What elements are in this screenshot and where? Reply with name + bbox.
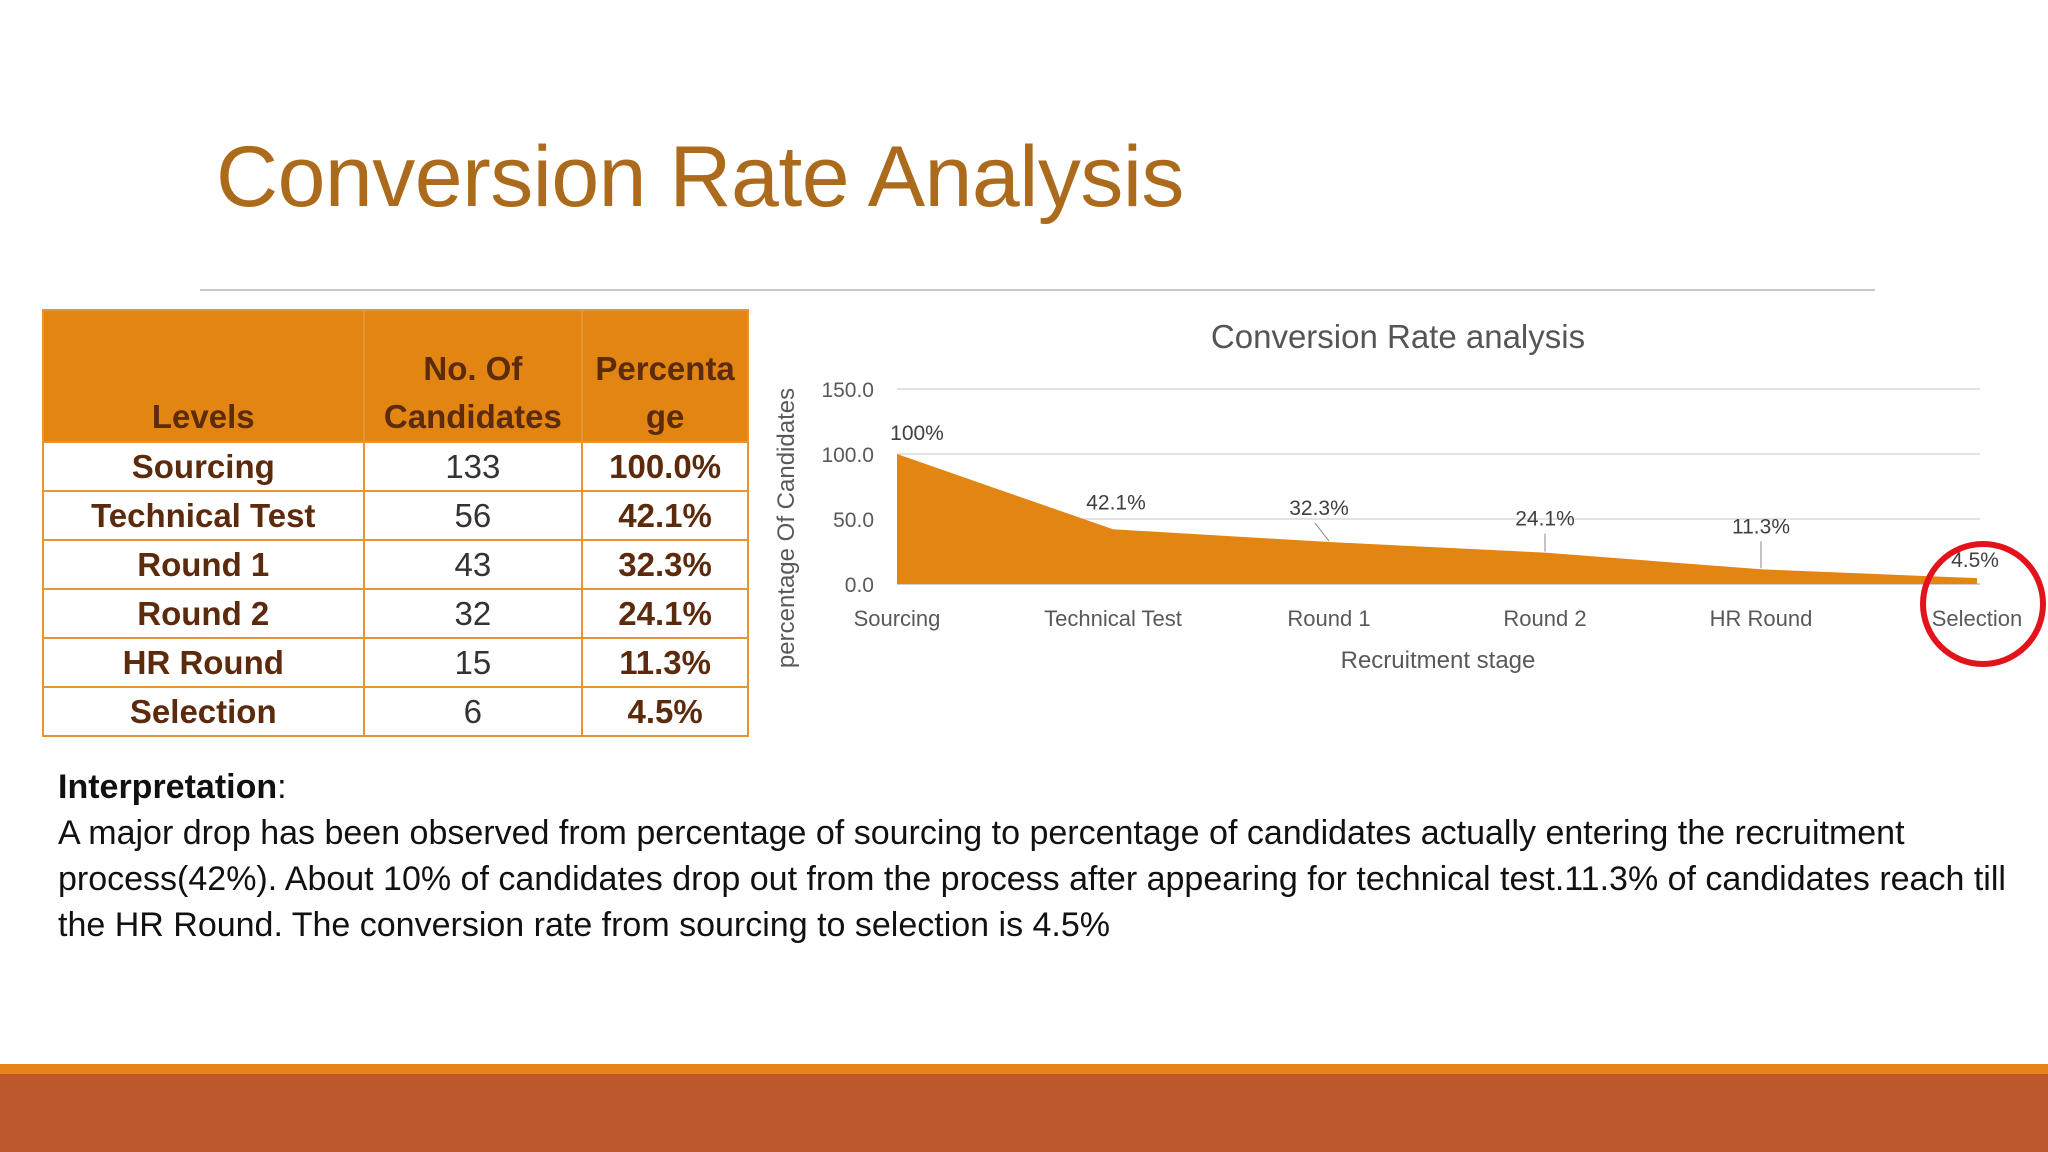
highlight-layer <box>1920 541 2046 667</box>
interpretation-body: A major drop has been observed from perc… <box>58 814 2006 944</box>
slide-title: Conversion Rate Analysis <box>216 129 1184 225</box>
level-cell: Round 1 <box>42 539 365 590</box>
level-cell: Round 2 <box>42 588 365 639</box>
interpretation-heading: Interpretation <box>58 768 278 806</box>
percentage-cell: 42.1% <box>581 490 749 541</box>
footer-accent-line <box>0 1064 2048 1074</box>
count-cell: 32 <box>362 588 584 639</box>
header-percentage-line1: Percenta <box>595 350 735 387</box>
highlight-circle <box>1920 541 2046 667</box>
header-percentage: Percenta ge <box>581 309 749 443</box>
level-cell: Selection <box>42 686 365 737</box>
interpretation-heading-line: Interpretation: <box>58 764 2018 810</box>
x-tick-label: Selection <box>1932 606 2023 631</box>
table-header-row: Levels No. Of Candidates Percenta ge <box>42 309 749 443</box>
count-cell: 6 <box>362 686 584 737</box>
chart-area-layer <box>897 454 1977 584</box>
conversion-chart-svg: Conversion Rate analysis 0.0 50.0 100.0 150… <box>773 318 2046 674</box>
conversion-chart: Conversion Rate analysis 0.0 50.0 100.0 150… <box>760 300 2048 720</box>
x-tick-label: Round 2 <box>1503 606 1586 631</box>
y-axis-label: percentage Of Candidates <box>773 388 800 668</box>
x-tick-label: Sourcing <box>854 606 941 631</box>
table-row: HR Round 15 11.3% <box>42 637 749 688</box>
y-tick-label: 0.0 <box>845 574 874 597</box>
percentage-cell: 11.3% <box>581 637 749 688</box>
y-tick-label: 50.0 <box>833 509 874 532</box>
count-cell: 56 <box>362 490 584 541</box>
data-label-leader <box>1314 522 1330 542</box>
table-row: Selection 6 4.5% <box>42 686 749 737</box>
header-levels-text: Levels <box>151 398 255 435</box>
y-tick-labels: 0.0 50.0 100.0 150.0 <box>821 379 874 597</box>
x-tick-label: Technical Test <box>1044 606 1182 631</box>
footer-band <box>0 1074 2048 1152</box>
count-cell: 133 <box>362 441 584 492</box>
data-labels: 100% 42.1% 32.3% 24.1% 11.3% 4.5% <box>890 422 1999 572</box>
interpretation-block: Interpretation: A major drop has been ob… <box>58 764 2018 948</box>
count-cell: 43 <box>362 539 584 590</box>
x-tick-label: Round 1 <box>1287 606 1370 631</box>
table-row: Technical Test 56 42.1% <box>42 490 749 541</box>
x-axis-label: Recruitment stage <box>1341 647 1536 674</box>
data-label: 100% <box>890 422 944 445</box>
header-levels: Levels <box>42 309 365 443</box>
y-tick-label: 150.0 <box>821 379 874 402</box>
level-cell: Technical Test <box>42 490 365 541</box>
header-candidates: No. Of Candidates <box>362 309 584 443</box>
percentage-cell: 100.0% <box>581 441 749 492</box>
y-tick-label: 100.0 <box>821 444 874 467</box>
x-tick-label: HR Round <box>1710 606 1813 631</box>
header-percentage-line2: ge <box>645 398 685 435</box>
percentage-cell: 32.3% <box>581 539 749 590</box>
chart-title: Conversion Rate analysis <box>1211 318 1585 355</box>
count-cell: 15 <box>362 637 584 688</box>
percentage-cell: 4.5% <box>581 686 749 737</box>
table-row: Sourcing 133 100.0% <box>42 441 749 492</box>
table-row: Round 2 32 24.1% <box>42 588 749 639</box>
data-label: 32.3% <box>1289 497 1349 520</box>
data-label: 24.1% <box>1515 508 1575 531</box>
header-candidates-line2: Candidates <box>383 398 562 435</box>
area-series <box>897 454 1977 584</box>
x-tick-labels: Sourcing Technical Test Round 1 Round 2 HR R… <box>854 606 2023 631</box>
data-label: 4.5% <box>1951 549 1999 572</box>
interpretation-colon: : <box>277 768 287 806</box>
conversion-table: Levels No. Of Candidates Percenta ge Sourc… <box>42 309 749 737</box>
header-candidates-line1: No. Of <box>423 350 523 387</box>
level-cell: HR Round <box>42 637 365 688</box>
title-divider <box>200 289 1875 291</box>
table-row: Round 1 43 32.3% <box>42 539 749 590</box>
level-cell: Sourcing <box>42 441 365 492</box>
data-label: 11.3% <box>1732 515 1790 538</box>
percentage-cell: 24.1% <box>581 588 749 639</box>
data-label: 42.1% <box>1086 491 1146 514</box>
